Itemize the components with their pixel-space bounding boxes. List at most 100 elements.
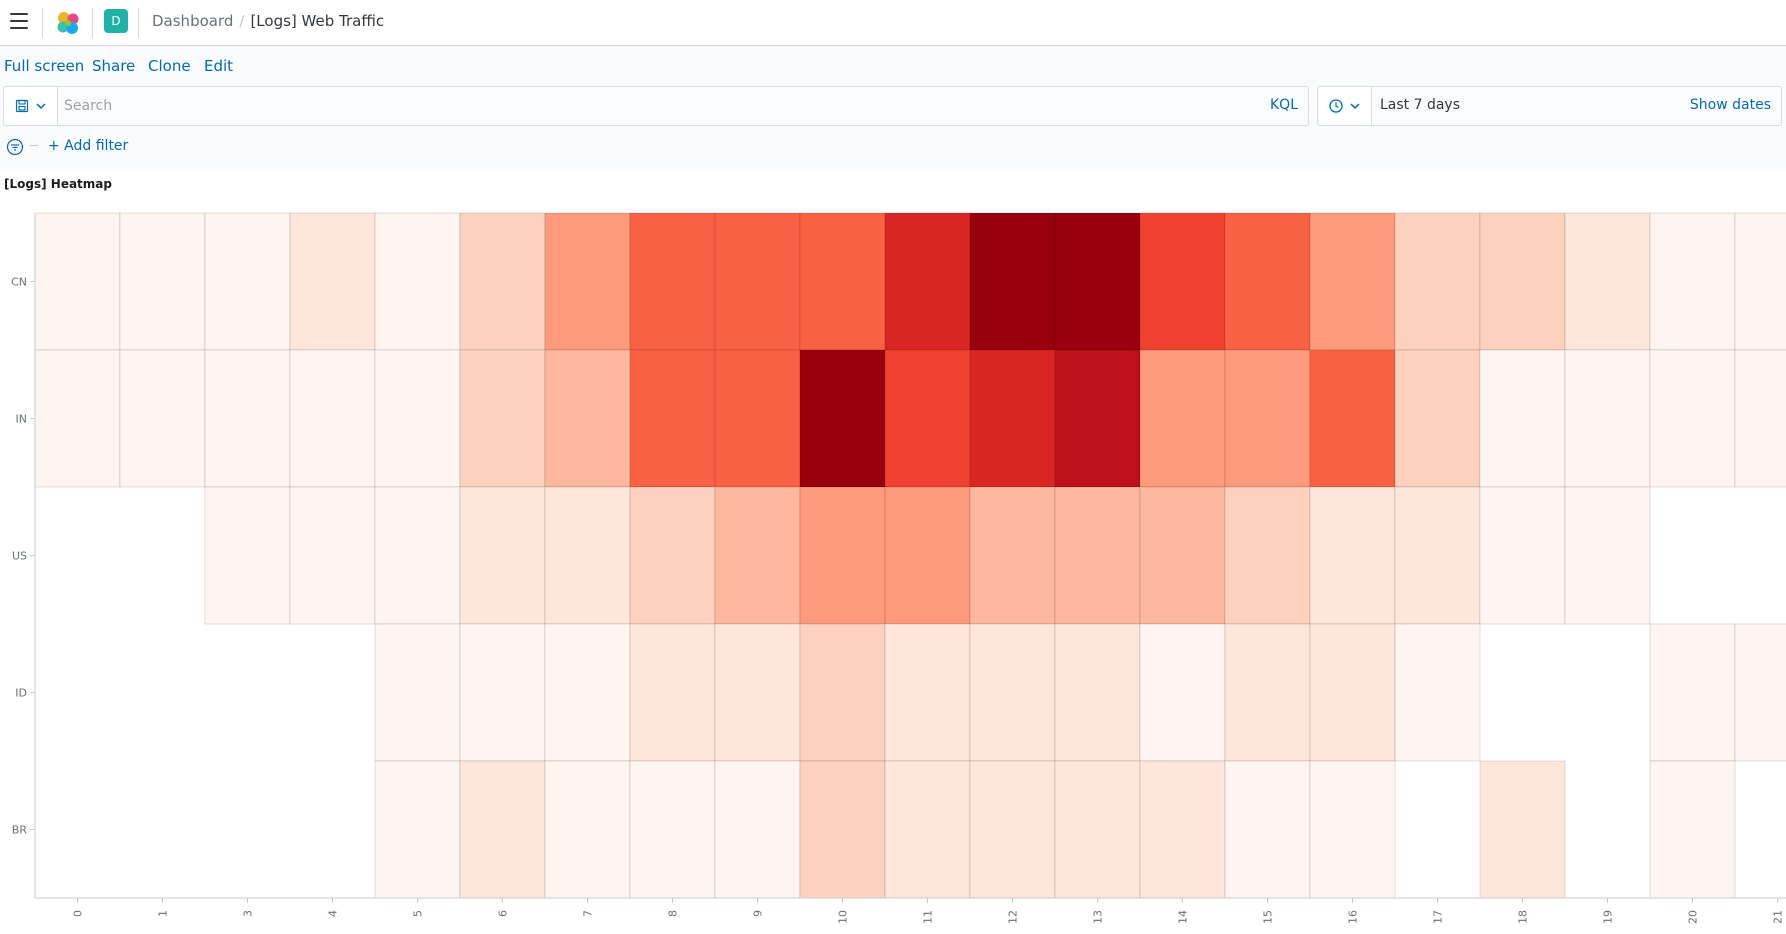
heatmap-cell[interactable] bbox=[204, 349, 291, 488]
heatmap-cell[interactable] bbox=[884, 760, 971, 899]
heatmap-cell[interactable] bbox=[374, 486, 461, 625]
fullscreen-button[interactable]: Full screen bbox=[4, 57, 85, 75]
search-input[interactable] bbox=[64, 88, 1244, 124]
heatmap-cell[interactable] bbox=[1224, 760, 1311, 899]
heatmap-cell[interactable] bbox=[884, 486, 971, 625]
heatmap-cell[interactable] bbox=[1054, 623, 1141, 762]
heatmap-cell[interactable] bbox=[1309, 623, 1396, 762]
heatmap-cell[interactable] bbox=[374, 760, 461, 899]
heatmap-cell[interactable] bbox=[969, 760, 1056, 899]
heatmap-cell[interactable] bbox=[1054, 349, 1141, 488]
heatmap-cell[interactable] bbox=[969, 623, 1056, 762]
heatmap-cell[interactable] bbox=[1479, 212, 1566, 351]
heatmap-cell[interactable] bbox=[1309, 212, 1396, 351]
heatmap-cell[interactable] bbox=[1649, 212, 1736, 351]
heatmap-cell[interactable] bbox=[714, 486, 801, 625]
hamburger-icon[interactable] bbox=[10, 13, 28, 29]
space-avatar[interactable]: D bbox=[104, 9, 128, 33]
heatmap-cell[interactable] bbox=[459, 349, 546, 488]
kql-language-switcher[interactable]: KQL bbox=[1270, 97, 1298, 113]
breadcrumb-dashboard[interactable]: Dashboard bbox=[152, 12, 234, 30]
heatmap-cell[interactable] bbox=[1394, 212, 1481, 351]
heatmap-cell[interactable] bbox=[1309, 760, 1396, 899]
heatmap-cell[interactable] bbox=[1734, 623, 1786, 762]
elastic-logo[interactable] bbox=[55, 10, 81, 36]
heatmap-cell[interactable] bbox=[629, 623, 716, 762]
heatmap-cell[interactable] bbox=[1139, 760, 1226, 899]
heatmap-cell[interactable] bbox=[1139, 212, 1226, 351]
heatmap-cell[interactable] bbox=[119, 349, 206, 488]
add-filter-button[interactable]: + Add filter bbox=[48, 138, 129, 154]
heatmap-cell[interactable] bbox=[374, 623, 461, 762]
heatmap-cell[interactable] bbox=[1054, 760, 1141, 899]
heatmap-cell[interactable] bbox=[459, 623, 546, 762]
share-button[interactable]: Share bbox=[92, 57, 136, 75]
heatmap-cell[interactable] bbox=[1054, 212, 1141, 351]
heatmap-cell[interactable] bbox=[544, 760, 631, 899]
heatmap-cell[interactable] bbox=[34, 212, 121, 351]
heatmap-cell[interactable] bbox=[544, 623, 631, 762]
heatmap-cell[interactable] bbox=[544, 486, 631, 625]
heatmap-cell[interactable] bbox=[1734, 349, 1786, 488]
heatmap-cell[interactable] bbox=[1224, 623, 1311, 762]
heatmap-cell[interactable] bbox=[374, 349, 461, 488]
heatmap-cell[interactable] bbox=[799, 212, 886, 351]
heatmap-cell[interactable] bbox=[1564, 349, 1651, 488]
heatmap-cell[interactable] bbox=[714, 623, 801, 762]
heatmap-cell[interactable] bbox=[969, 486, 1056, 625]
heatmap-cell[interactable] bbox=[1564, 486, 1651, 625]
heatmap-cell[interactable] bbox=[544, 349, 631, 488]
heatmap-cell[interactable] bbox=[34, 349, 121, 488]
heatmap-cell[interactable] bbox=[544, 212, 631, 351]
heatmap-cell[interactable] bbox=[1649, 760, 1736, 899]
heatmap-cell[interactable] bbox=[1139, 623, 1226, 762]
quick-time-menu-button[interactable] bbox=[1318, 87, 1372, 125]
time-range-label[interactable]: Last 7 days bbox=[1380, 97, 1461, 113]
heatmap-cell[interactable] bbox=[1224, 349, 1311, 488]
heatmap-cell[interactable] bbox=[204, 486, 291, 625]
heatmap-cell[interactable] bbox=[884, 349, 971, 488]
heatmap-cell[interactable] bbox=[1139, 349, 1226, 488]
heatmap-cell[interactable] bbox=[969, 349, 1056, 488]
heatmap-cell[interactable] bbox=[459, 486, 546, 625]
heatmap-cell[interactable] bbox=[1224, 486, 1311, 625]
heatmap-cell[interactable] bbox=[1394, 486, 1481, 625]
heatmap-cell[interactable] bbox=[799, 349, 886, 488]
heatmap-cell[interactable] bbox=[289, 349, 376, 488]
heatmap-cell[interactable] bbox=[1309, 349, 1396, 488]
heatmap-cell[interactable] bbox=[799, 760, 886, 899]
heatmap-cell[interactable] bbox=[714, 349, 801, 488]
heatmap-cell[interactable] bbox=[459, 212, 546, 351]
heatmap-cell[interactable] bbox=[714, 760, 801, 899]
heatmap-cell[interactable] bbox=[1479, 486, 1566, 625]
heatmap-cell[interactable] bbox=[1649, 349, 1736, 488]
heatmap-cell[interactable] bbox=[799, 623, 886, 762]
heatmap-cell[interactable] bbox=[1394, 349, 1481, 488]
heatmap-cell[interactable] bbox=[1479, 349, 1566, 488]
heatmap-cell[interactable] bbox=[799, 486, 886, 625]
heatmap-cell[interactable] bbox=[629, 486, 716, 625]
heatmap-cell[interactable] bbox=[969, 212, 1056, 351]
heatmap-cell[interactable] bbox=[1224, 212, 1311, 351]
heatmap-cell[interactable] bbox=[1139, 486, 1226, 625]
heatmap-cell[interactable] bbox=[289, 486, 376, 625]
filter-icon[interactable] bbox=[6, 138, 24, 156]
heatmap-cell[interactable] bbox=[1649, 623, 1736, 762]
heatmap-cell[interactable] bbox=[374, 212, 461, 351]
heatmap-cell[interactable] bbox=[629, 212, 716, 351]
show-dates-button[interactable]: Show dates bbox=[1689, 97, 1771, 113]
heatmap-cell[interactable] bbox=[289, 212, 376, 351]
heatmap-cell[interactable] bbox=[119, 212, 206, 351]
heatmap-cell[interactable] bbox=[204, 212, 291, 351]
heatmap-cell[interactable] bbox=[1564, 212, 1651, 351]
heatmap-cell[interactable] bbox=[714, 212, 801, 351]
edit-button[interactable]: Edit bbox=[204, 57, 234, 75]
heatmap-cell[interactable] bbox=[884, 212, 971, 351]
heatmap-cell[interactable] bbox=[629, 349, 716, 488]
clone-button[interactable]: Clone bbox=[148, 57, 191, 75]
heatmap-cell[interactable] bbox=[1479, 760, 1566, 899]
heatmap-cell[interactable] bbox=[459, 760, 546, 899]
heatmap-cell[interactable] bbox=[1394, 623, 1481, 762]
heatmap-cell[interactable] bbox=[1309, 486, 1396, 625]
saved-query-menu-button[interactable] bbox=[4, 87, 58, 125]
